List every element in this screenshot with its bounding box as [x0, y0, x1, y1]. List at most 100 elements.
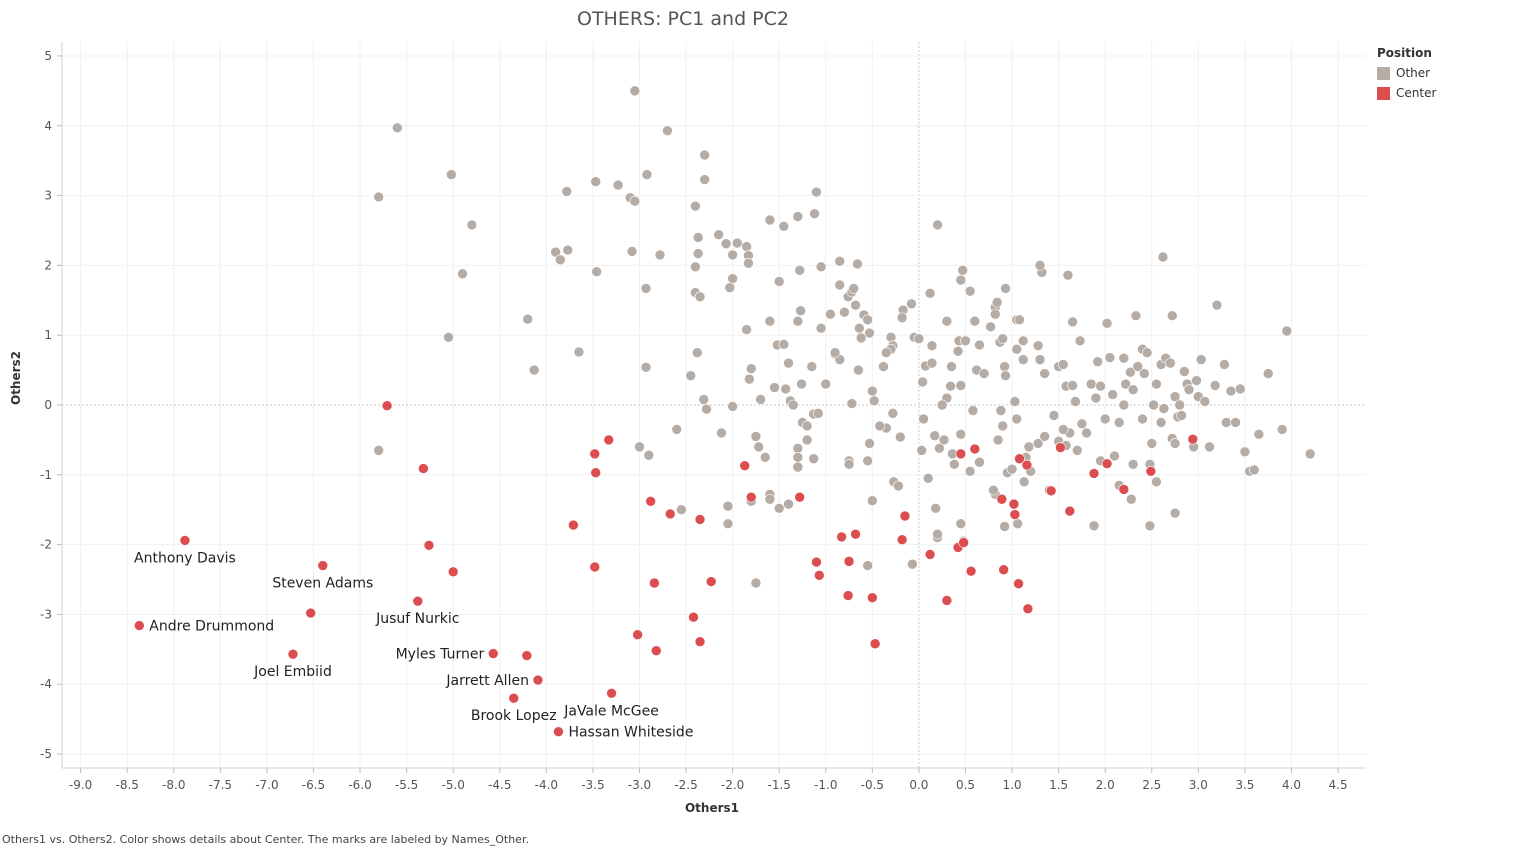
- data-point-other[interactable]: [930, 503, 941, 514]
- data-point-other[interactable]: [881, 347, 892, 358]
- data-point-center[interactable]: [179, 535, 191, 546]
- data-point-other[interactable]: [1012, 518, 1023, 529]
- data-point-center[interactable]: [1009, 509, 1021, 520]
- data-point-other[interactable]: [952, 345, 964, 357]
- data-point-other[interactable]: [561, 186, 573, 197]
- data-point-center[interactable]: [813, 570, 825, 581]
- data-point-other[interactable]: [753, 441, 765, 453]
- data-point-center[interactable]: [632, 629, 643, 640]
- data-point-other[interactable]: [974, 456, 985, 468]
- data-point-other[interactable]: [978, 368, 990, 379]
- data-point-other[interactable]: [1000, 283, 1011, 294]
- data-point-other[interactable]: [999, 521, 1010, 532]
- data-point-other[interactable]: [932, 528, 943, 540]
- data-point-center[interactable]: [794, 491, 805, 503]
- data-point-other[interactable]: [690, 200, 701, 212]
- data-point-center[interactable]: [811, 556, 822, 568]
- data-point-other[interactable]: [1057, 359, 1069, 370]
- data-point-other[interactable]: [1195, 354, 1207, 365]
- data-point-center[interactable]: [955, 448, 967, 460]
- data-point-other[interactable]: [796, 378, 807, 390]
- data-point-other[interactable]: [1253, 429, 1265, 440]
- data-point-other[interactable]: [690, 261, 701, 273]
- data-point-other[interactable]: [1088, 520, 1100, 532]
- data-point-other[interactable]: [1158, 403, 1170, 414]
- data-point-other[interactable]: [839, 306, 850, 318]
- data-point-other[interactable]: [1109, 450, 1120, 462]
- data-point-other[interactable]: [773, 503, 785, 514]
- data-point-center[interactable]: [869, 638, 881, 650]
- data-point-other[interactable]: [957, 264, 968, 276]
- data-point-other[interactable]: [1151, 476, 1162, 488]
- data-point-other[interactable]: [887, 408, 899, 419]
- data-point-other[interactable]: [1039, 368, 1050, 379]
- data-point-other[interactable]: [643, 449, 655, 461]
- data-point-other[interactable]: [1085, 378, 1097, 390]
- data-point-center[interactable]: [305, 607, 316, 619]
- data-point-other[interactable]: [868, 395, 880, 407]
- data-point-other[interactable]: [555, 254, 566, 266]
- data-point-center[interactable]: [1187, 433, 1199, 445]
- data-point-other[interactable]: [795, 305, 806, 317]
- data-point-other[interactable]: [780, 383, 792, 395]
- data-point-other[interactable]: [1130, 310, 1142, 321]
- data-point-other[interactable]: [701, 403, 712, 415]
- data-point-other[interactable]: [1276, 424, 1288, 435]
- data-point-other[interactable]: [991, 297, 1003, 308]
- data-point-other[interactable]: [1225, 385, 1237, 397]
- data-point-center[interactable]: [650, 645, 662, 657]
- data-point-other[interactable]: [938, 434, 950, 446]
- data-point-other[interactable]: [773, 276, 785, 287]
- data-point-center[interactable]: [836, 531, 847, 543]
- data-point-other[interactable]: [1011, 413, 1023, 425]
- data-point-other[interactable]: [846, 398, 858, 409]
- data-point-center[interactable]: [1008, 498, 1020, 510]
- data-point-other[interactable]: [744, 373, 755, 385]
- data-point-other[interactable]: [676, 504, 687, 516]
- data-point-center[interactable]: [521, 650, 533, 661]
- data-point-other[interactable]: [941, 315, 953, 327]
- data-point-other[interactable]: [955, 274, 967, 286]
- data-point-other[interactable]: [787, 399, 799, 411]
- data-point-other[interactable]: [949, 459, 960, 470]
- data-point-other[interactable]: [1118, 399, 1130, 411]
- data-point-center[interactable]: [1064, 505, 1076, 517]
- data-point-other[interactable]: [1137, 413, 1148, 425]
- data-point-other[interactable]: [590, 176, 602, 187]
- data-point-other[interactable]: [591, 266, 602, 277]
- data-point-center[interactable]: [532, 674, 544, 686]
- data-point-other[interactable]: [1220, 417, 1232, 428]
- data-point-other[interactable]: [741, 241, 752, 252]
- data-point-other[interactable]: [974, 339, 985, 351]
- data-point-other[interactable]: [1076, 418, 1088, 430]
- data-point-other[interactable]: [809, 208, 820, 220]
- data-point-other[interactable]: [808, 453, 819, 465]
- data-point-other[interactable]: [778, 220, 790, 232]
- data-point-center[interactable]: [1145, 466, 1157, 477]
- data-point-other[interactable]: [1074, 335, 1086, 347]
- data-point-other[interactable]: [562, 244, 574, 256]
- data-point-other[interactable]: [764, 214, 776, 226]
- data-point-other[interactable]: [929, 430, 941, 442]
- data-point-center[interactable]: [589, 561, 601, 573]
- data-point-center[interactable]: [1045, 485, 1057, 497]
- data-point-other[interactable]: [848, 283, 860, 294]
- data-point-other[interactable]: [907, 558, 918, 570]
- data-point-other[interactable]: [640, 283, 652, 294]
- data-point-other[interactable]: [997, 420, 1009, 432]
- data-point-other[interactable]: [894, 431, 906, 443]
- data-point-other[interactable]: [1219, 359, 1230, 370]
- data-point-other[interactable]: [955, 429, 967, 440]
- data-point-other[interactable]: [626, 246, 638, 257]
- data-point-other[interactable]: [528, 364, 540, 376]
- data-point-other[interactable]: [713, 229, 724, 240]
- data-point-center[interactable]: [287, 648, 299, 660]
- data-point-other[interactable]: [1120, 378, 1131, 390]
- data-point-other[interactable]: [699, 149, 710, 161]
- data-point-center[interactable]: [553, 726, 564, 738]
- data-point-other[interactable]: [853, 364, 864, 376]
- data-point-other[interactable]: [1032, 340, 1044, 351]
- data-point-center[interactable]: [1021, 459, 1033, 471]
- data-point-other[interactable]: [769, 382, 780, 393]
- data-point-other[interactable]: [834, 279, 846, 291]
